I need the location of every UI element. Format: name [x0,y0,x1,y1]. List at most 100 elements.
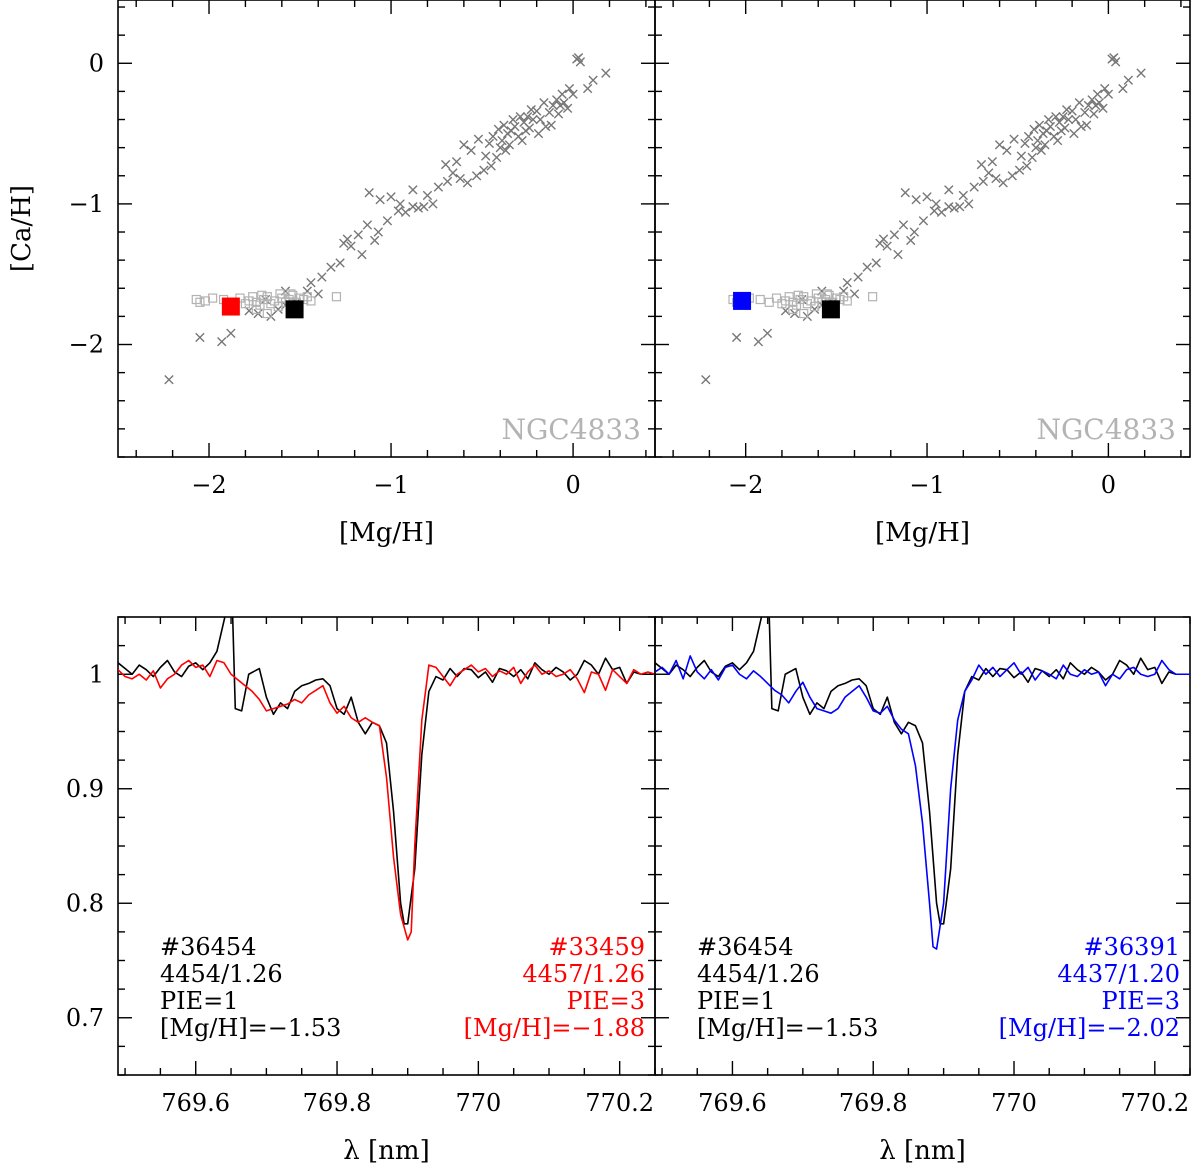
field-star-cross [949,203,959,213]
field-star-cross [909,227,920,237]
data-area [118,617,655,941]
field-star-cross [1036,145,1046,156]
field-star-cross [544,107,555,118]
field-star-cross [433,182,444,192]
field-star-cross [419,202,429,212]
field-star-cross [984,168,994,178]
field-star-cross [701,374,711,385]
field-star-cross [929,206,939,216]
y-tick-label: 1 [89,660,104,688]
y-tick-label: 0.9 [66,775,104,803]
star-label-line: #36391 [1084,933,1180,961]
star-label-line: [Mg/H]=−1.53 [160,1014,341,1042]
field-star-cross [1067,106,1077,116]
field-star-cross [533,128,544,139]
cluster-star-square [257,290,267,300]
field-star-cross [1083,100,1094,111]
cluster-name-label: NGC4833 [501,413,641,446]
star-label-line: PIE=3 [1101,987,1180,1015]
plot-frame [117,0,656,458]
field-star-cross [422,190,433,201]
field-star-cross [1061,104,1072,115]
field-star-cross [731,332,742,343]
field-star-cross [1110,57,1121,67]
field-star-cross [440,159,451,170]
field-star-cross [954,202,965,212]
field-star-cross [575,57,586,67]
field-star-cross [462,178,473,188]
field-star-cross [1007,171,1017,181]
star-label-line: #33459 [549,933,645,961]
field-star-cross [526,104,536,115]
field-star-cross [1002,145,1012,156]
star-label-line: [Mg/H]=−1.53 [697,1014,878,1042]
axis-ticks [655,0,1190,458]
field-star-cross [226,328,236,338]
field-star-cross [1045,121,1056,132]
cluster-star-square [793,290,803,300]
field-star-cross [853,272,863,282]
field-star-cross [217,337,227,347]
series-field [701,52,1146,385]
star-label-line: #36454 [160,933,256,961]
field-star-cross [601,68,611,78]
field-star-cross [1092,89,1103,99]
field-star-cross [364,187,374,198]
field-star-cross [1029,124,1039,135]
plot-frame [654,0,1191,458]
field-star-cross [568,89,578,99]
field-star-cross [911,194,921,205]
tick-labels: −2 −1 0 0 −1 −2 [69,49,581,499]
y-tick-label: −2 [69,331,104,359]
panel-top-left: −2 −1 0 0 −1 −2 [Mg/H] [Ca/H] NGC4833 [7,0,656,548]
cluster-star-square [195,297,205,307]
field-star-cross [842,277,852,288]
star-label-line: 4454/1.26 [160,960,283,988]
field-star-cross [878,234,889,244]
x-tick-label: 769.6 [161,1089,230,1117]
field-star-cross [481,151,491,161]
field-star-cross [548,100,558,111]
cluster-star-square [788,304,798,314]
field-star-cross [862,262,872,272]
field-star-cross [346,241,356,251]
field-star-cross [459,140,469,150]
cluster-star-square [811,289,822,299]
field-star-cross [448,168,458,178]
star-label-line: [Mg/H]=−2.02 [999,1014,1180,1042]
spectrum-line-36454 [118,617,655,925]
cluster-star-square [306,296,316,306]
field-star-cross [531,106,542,116]
x-tick-label: 0 [1101,471,1116,499]
x-tick-label: 770.2 [585,1089,654,1117]
field-star-cross [1020,138,1030,149]
cluster-star-square [200,296,210,306]
field-star-cross [455,173,465,184]
field-star-cross [386,192,396,202]
field-star-cross [1074,97,1085,108]
field-star-cross [484,138,495,149]
series--33459 [221,297,240,316]
field-star-cross [1027,152,1037,163]
x-tick-label: −1 [373,471,408,499]
series-field [164,52,611,385]
field-star-cross [562,103,573,113]
x-tick-label: −2 [728,471,763,499]
spectrum-line-36391 [655,655,1190,950]
field-star-cross [922,192,932,202]
field-star-cross [546,120,556,130]
field-star-cross [528,114,538,125]
field-star-cross [582,83,593,94]
field-star-cross [306,277,316,288]
star-label-line: 4454/1.26 [697,960,820,988]
field-star-cross [510,121,520,132]
field-star-cross [326,262,336,272]
field-star-cross [1032,135,1043,146]
field-star-cross [1098,103,1108,113]
field-star-cross [1063,114,1074,125]
field-star-cross [1080,107,1090,118]
data-area [655,617,1190,950]
field-star-cross [1051,112,1061,122]
